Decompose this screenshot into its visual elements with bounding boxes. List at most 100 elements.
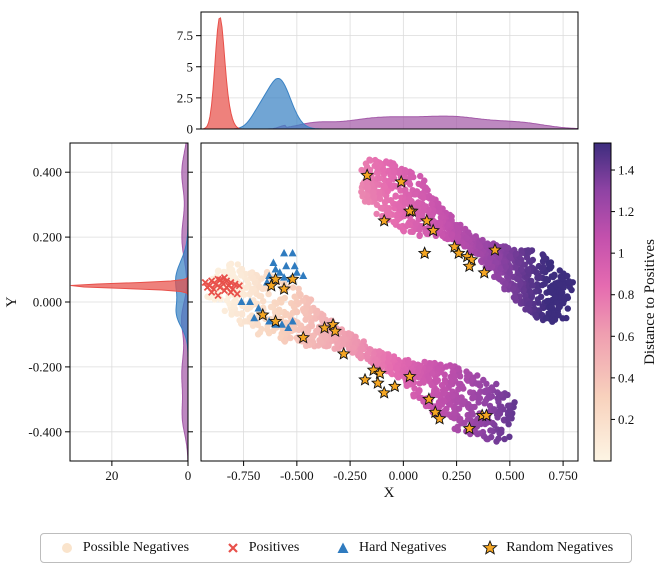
possible-negative-point [291,293,298,300]
top-tick-label: 7.5 [177,28,193,43]
random-negative-point [388,379,402,393]
possible-negative-point [513,275,521,283]
x-tick-label: 0.750 [548,468,577,483]
possible-negative-point [454,427,462,434]
possible-negative-point [305,341,313,349]
possible-negative-point [429,370,436,377]
top-tick-label: 2.5 [177,90,193,105]
colorbar-gradient [593,142,612,462]
possible-negative-point [483,387,490,394]
random-negative-point [419,213,434,227]
random-negative-point [268,272,283,286]
possible-negative-point [393,364,400,372]
possible-negative-point [483,435,491,443]
random-negative-point [394,174,409,188]
possible-negative-point [319,314,326,321]
left-marginal-kde: 20 0 [69,142,191,483]
random-negative-point [488,242,502,256]
possible-negative-point [363,179,371,186]
possible-negative-point [451,373,458,380]
hard-negative-point [269,258,278,267]
y-tick-label: 0.400 [33,165,62,180]
colorbar-tick-label: 0.8 [618,287,634,302]
possible-negative-point [244,277,251,284]
possible-negative-point [419,194,427,202]
possible-negative-point [518,266,525,273]
possible-negative-point [381,198,389,206]
possible-negative-point [458,382,466,390]
possible-negative-point [416,232,423,239]
possible-negative-point [364,184,372,191]
possible-negative-point [549,318,556,325]
random-negative-point [447,239,462,253]
possible-negative-point [534,274,541,281]
possible-negative-point [317,338,325,346]
possible-negative-point [390,168,397,176]
x-tick-label: 0.500 [495,468,524,483]
possible-negative-point [421,358,428,366]
legend-item-random-negatives: Random Negatives [482,540,613,556]
possible-negative-point [215,267,222,274]
possible-negative-point [453,396,461,403]
possible-negative-point [308,319,315,326]
possible-negative-point [565,278,573,285]
positive-point [220,274,229,282]
possible-negative-point [468,409,475,416]
hard-negatives-kde-left [175,143,188,461]
possible-negative-point [464,372,471,379]
possible-negative-point [402,168,409,175]
possible-negative-point [433,387,440,394]
random-negative-point [296,330,311,344]
possible-negative-point [564,272,571,280]
random-negative-point [377,385,391,399]
possible-negative-point [479,236,486,244]
possible-negative-point [476,250,484,257]
possible-negative-point [412,220,420,227]
possible-negative-point [412,191,419,198]
top-tick-label: 5 [187,59,194,74]
possible-negative-point [451,415,458,422]
positive-point [222,283,231,292]
possible-negative-point [416,394,423,401]
random-negative-point [402,369,417,383]
possible-negative-point [448,232,456,239]
possible-negative-point [564,305,571,312]
random-negative-point [462,259,477,273]
possible-negative-point [438,382,446,389]
random-negative-point [360,168,374,182]
possible-negative-point [228,311,235,318]
possible-negative-point [297,291,304,298]
random-negative-point [328,324,343,338]
possible-negative-point [359,190,367,197]
possible-negative-point [233,310,241,317]
possible-negative-point [241,291,248,298]
possible-negative-point [256,283,263,290]
possible-negative-point [295,326,302,334]
possible-negative-point [345,330,352,337]
possible-negative-point [295,285,302,292]
possible-negative-point [256,292,263,299]
possible-negative-point [300,308,308,315]
legend-label-random-negatives: Random Negatives [506,540,614,555]
colorbar-tick-label: 1.4 [618,163,635,178]
possible-negative-point [474,372,481,379]
possible-negative-point [510,285,517,292]
possible-negative-point [506,253,513,260]
top-marginal-kde: 0 2.5 5 7.5 [177,11,579,137]
possible-negative-point [524,249,532,257]
possible-negative-point [220,268,228,276]
possible-negative-point [416,226,423,233]
possible-negative-point [511,294,519,301]
possible-negative-point [470,393,477,401]
possible-negative-point [537,293,545,300]
possible-negative-point [517,280,524,287]
possible-negative-point [383,206,390,214]
possible-negative-point [358,345,366,353]
possible-negative-point [437,214,445,221]
possible-negative-point [454,224,461,231]
y-tick-label: 0.200 [33,230,62,245]
possible-negative-point [556,303,563,310]
random-negative-point [426,223,440,237]
possible-negative-point [265,330,273,337]
positive-point [235,282,243,290]
